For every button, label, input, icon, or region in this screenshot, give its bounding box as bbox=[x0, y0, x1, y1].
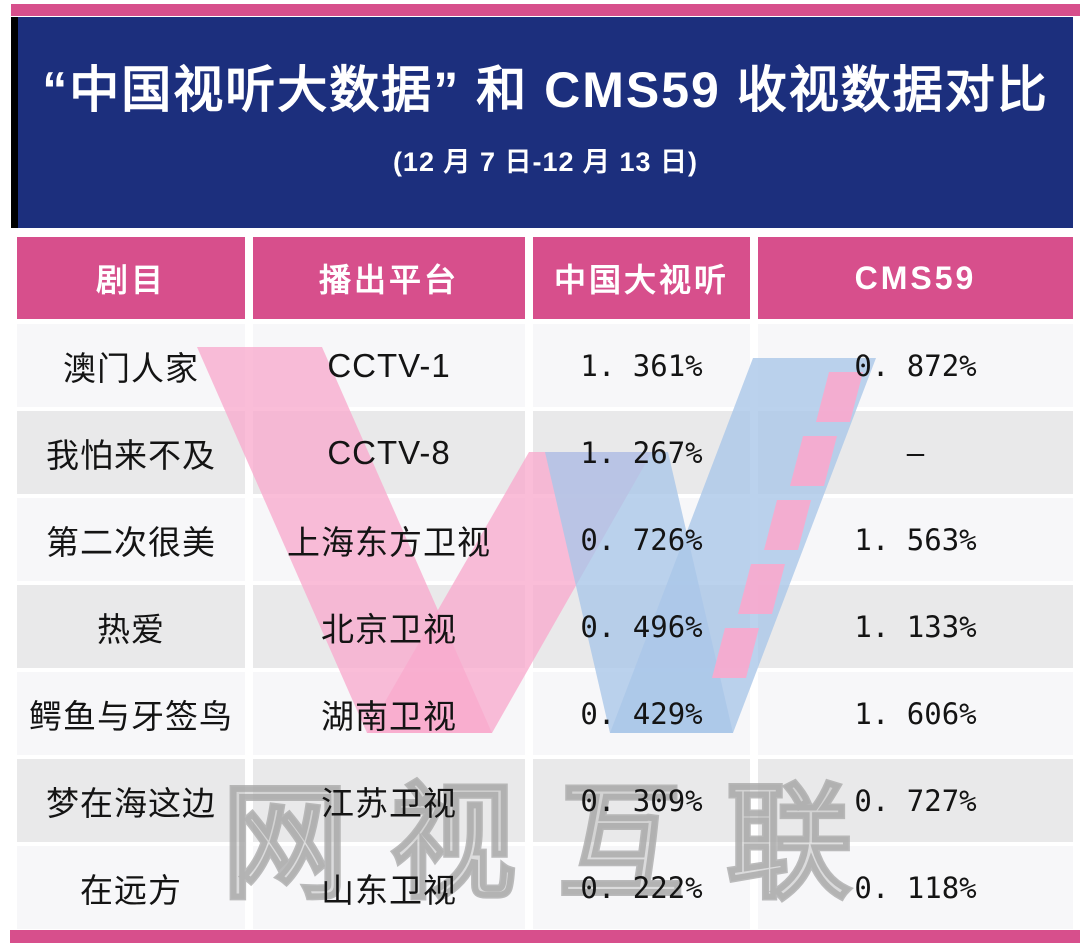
cms59-rating-value: 1. 563% bbox=[854, 522, 977, 557]
drama-name: 我怕来不及 bbox=[46, 436, 216, 474]
platform-name: 山东卫视 bbox=[321, 871, 457, 909]
platform-name: CCTV-1 bbox=[327, 346, 451, 384]
ratings-comparison-table: 剧目 播出平台 中国大视听 CMS59 澳门人家 CCTV-1 1. 361% … bbox=[17, 237, 1073, 929]
drama-cell: 在远方 bbox=[17, 846, 245, 929]
cms59-rating-value: 0. 118% bbox=[854, 870, 977, 905]
dvb-rating-value: 0. 429% bbox=[580, 696, 703, 731]
dvb-rating-cell: 0. 222% bbox=[533, 846, 750, 929]
platform-cell: 湖南卫视 bbox=[253, 672, 525, 755]
dvb-rating-cell: 0. 496% bbox=[533, 585, 750, 668]
drama-name: 澳门人家 bbox=[63, 349, 199, 387]
cms59-rating-cell: 0. 727% bbox=[758, 759, 1073, 842]
page-title: “中国视听大数据” 和 CMS59 收视数据对比 bbox=[42, 62, 1049, 118]
cms59-rating-value: 0. 872% bbox=[854, 348, 977, 383]
date-range-subtitle: (12 月 7 日-12 月 13 日) bbox=[392, 147, 699, 177]
platform-cell: 上海东方卫视 bbox=[253, 498, 525, 581]
column-header-label: 剧目 bbox=[95, 262, 166, 298]
drama-name: 鳄鱼与牙签鸟 bbox=[29, 697, 233, 735]
title-banner: “中国视听大数据” 和 CMS59 收视数据对比 (12 月 7 日-12 月 … bbox=[18, 17, 1073, 228]
column-header-cms59: CMS59 bbox=[758, 237, 1073, 319]
column-header-drama: 剧目 bbox=[17, 237, 245, 319]
platform-cell: 江苏卫视 bbox=[253, 759, 525, 842]
cms59-rating-cell: 1. 563% bbox=[758, 498, 1073, 581]
dvb-rating-cell: 0. 309% bbox=[533, 759, 750, 842]
dvb-rating-value: 0. 309% bbox=[580, 783, 703, 818]
dvb-rating-value: 0. 496% bbox=[580, 609, 703, 644]
drama-cell: 我怕来不及 bbox=[17, 411, 245, 494]
dvb-rating-value: 1. 361% bbox=[580, 348, 703, 383]
drama-name: 热爱 bbox=[97, 610, 165, 648]
cms59-rating-cell: – bbox=[758, 411, 1073, 494]
cms59-rating-cell: 0. 118% bbox=[758, 846, 1073, 929]
platform-cell: CCTV-1 bbox=[253, 324, 525, 407]
cms59-rating-value: 1. 606% bbox=[854, 696, 977, 731]
platform-name: 江苏卫视 bbox=[321, 784, 457, 822]
cms59-rating-value: 1. 133% bbox=[854, 609, 977, 644]
cms59-rating-value: – bbox=[906, 435, 925, 470]
platform-name: 上海东方卫视 bbox=[287, 523, 491, 561]
platform-name: 北京卫视 bbox=[321, 610, 457, 648]
dvb-rating-cell: 1. 267% bbox=[533, 411, 750, 494]
column-header-label: CMS59 bbox=[854, 259, 977, 296]
cms59-rating-cell: 1. 606% bbox=[758, 672, 1073, 755]
cms59-rating-cell: 0. 872% bbox=[758, 324, 1073, 407]
drama-cell: 梦在海这边 bbox=[17, 759, 245, 842]
platform-name: 湖南卫视 bbox=[321, 697, 457, 735]
platform-cell: 山东卫视 bbox=[253, 846, 525, 929]
column-header-platform: 播出平台 bbox=[253, 237, 525, 319]
platform-cell: 北京卫视 bbox=[253, 585, 525, 668]
drama-cell: 第二次很美 bbox=[17, 498, 245, 581]
column-header-dvb: 中国大视听 bbox=[533, 237, 750, 319]
column-header-label: 播出平台 bbox=[318, 262, 459, 298]
column-header-label: 中国大视听 bbox=[553, 262, 729, 298]
drama-cell: 澳门人家 bbox=[17, 324, 245, 407]
dvb-rating-value: 1. 267% bbox=[580, 435, 703, 470]
dvb-rating-value: 0. 222% bbox=[580, 870, 703, 905]
banner-left-black-bar bbox=[11, 17, 18, 228]
drama-cell: 鳄鱼与牙签鸟 bbox=[17, 672, 245, 755]
bottom-accent-bar bbox=[10, 930, 1080, 943]
drama-name: 在远方 bbox=[80, 871, 182, 909]
platform-cell: CCTV-8 bbox=[253, 411, 525, 494]
drama-name: 梦在海这边 bbox=[46, 784, 216, 822]
cms59-rating-value: 0. 727% bbox=[854, 783, 977, 818]
dvb-rating-cell: 0. 726% bbox=[533, 498, 750, 581]
dvb-rating-cell: 1. 361% bbox=[533, 324, 750, 407]
drama-cell: 热爱 bbox=[17, 585, 245, 668]
cms59-rating-cell: 1. 133% bbox=[758, 585, 1073, 668]
top-accent-bar bbox=[11, 4, 1080, 16]
dvb-rating-value: 0. 726% bbox=[580, 522, 703, 557]
platform-name: CCTV-8 bbox=[327, 433, 451, 471]
dvb-rating-cell: 0. 429% bbox=[533, 672, 750, 755]
drama-name: 第二次很美 bbox=[46, 523, 216, 561]
